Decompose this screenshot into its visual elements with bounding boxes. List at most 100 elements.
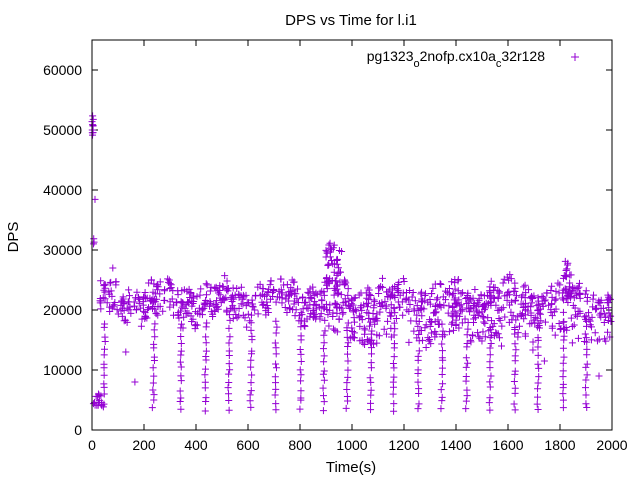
x-tick-label: 1400	[440, 437, 471, 453]
data-point	[320, 339, 328, 347]
data-point	[150, 391, 158, 399]
data-point	[101, 288, 109, 296]
data-point	[330, 291, 338, 299]
data-point	[492, 301, 500, 309]
x-tick-label: 1800	[544, 437, 575, 453]
data-point	[223, 308, 231, 316]
data-point	[219, 282, 227, 290]
data-point	[517, 293, 525, 301]
data-point	[382, 304, 390, 312]
data-point	[325, 280, 333, 288]
data-point	[335, 247, 343, 255]
data-point	[89, 131, 97, 139]
data-point	[319, 384, 327, 392]
data-point	[133, 288, 141, 296]
data-point	[436, 301, 444, 309]
data-point	[505, 288, 513, 296]
data-point	[246, 317, 254, 325]
data-point	[541, 296, 549, 304]
data-point	[254, 310, 262, 318]
data-point	[297, 332, 305, 340]
x-tick-label: 1000	[336, 437, 367, 453]
data-point	[202, 333, 210, 341]
data-point	[535, 373, 543, 381]
data-point	[226, 366, 234, 374]
data-point	[332, 300, 340, 308]
data-point	[559, 404, 567, 412]
data-point	[427, 329, 435, 337]
data-point	[576, 309, 584, 317]
data-point	[406, 300, 414, 308]
data-point	[593, 337, 601, 345]
data-point	[226, 316, 234, 324]
data-point	[203, 319, 211, 327]
data-point	[221, 272, 229, 280]
data-point	[321, 316, 329, 324]
data-point	[245, 299, 253, 307]
data-point	[534, 351, 542, 359]
data-point	[145, 279, 153, 287]
data-point	[202, 347, 210, 355]
data-point	[603, 299, 611, 307]
data-point	[154, 283, 162, 291]
data-point	[370, 304, 378, 312]
data-point	[569, 302, 577, 310]
data-point	[382, 330, 390, 338]
data-point	[325, 260, 333, 268]
data-point	[429, 284, 437, 292]
data-point	[247, 387, 255, 395]
data-point	[288, 276, 296, 284]
data-point	[562, 273, 570, 281]
data-point	[150, 340, 158, 348]
data-point	[350, 334, 358, 342]
data-point	[292, 290, 300, 298]
data-point	[118, 297, 126, 305]
data-point	[564, 298, 572, 306]
data-point	[450, 307, 458, 315]
data-point	[101, 345, 109, 353]
data-point	[191, 308, 199, 316]
data-point	[276, 293, 284, 301]
data-point	[320, 304, 328, 312]
data-point	[259, 285, 267, 293]
x-tick-label: 400	[184, 437, 208, 453]
data-point	[300, 322, 308, 330]
data-point	[559, 344, 567, 352]
data-point	[510, 377, 518, 385]
data-point	[559, 359, 567, 367]
data-point	[247, 363, 255, 371]
data-point	[349, 328, 357, 336]
data-point	[481, 333, 489, 341]
data-point	[474, 311, 482, 319]
data-point	[344, 357, 352, 365]
data-point	[324, 261, 332, 269]
data-point	[543, 289, 551, 297]
data-point	[228, 295, 236, 303]
data-point	[562, 266, 570, 274]
data-point	[151, 333, 159, 341]
data-point	[114, 310, 122, 318]
data-point	[415, 400, 423, 408]
data-point	[267, 277, 275, 285]
data-point	[150, 280, 158, 288]
data-point	[486, 344, 494, 352]
data-point	[470, 301, 478, 309]
data-point	[109, 264, 117, 272]
data-point	[389, 359, 397, 367]
data-point	[177, 333, 185, 341]
data-point	[463, 331, 471, 339]
data-point	[437, 386, 445, 394]
data-point	[333, 282, 341, 290]
data-point	[380, 325, 388, 333]
data-point	[150, 372, 158, 380]
data-point	[278, 299, 286, 307]
data-point	[451, 285, 459, 293]
data-point	[452, 299, 460, 307]
data-point	[101, 333, 109, 341]
data-point	[100, 400, 108, 408]
data-point	[272, 329, 280, 337]
legend: pg1323o2nofp.cx10ac32r128	[367, 48, 579, 70]
data-point	[390, 400, 398, 408]
data-point	[474, 329, 482, 337]
data-point	[559, 380, 567, 388]
